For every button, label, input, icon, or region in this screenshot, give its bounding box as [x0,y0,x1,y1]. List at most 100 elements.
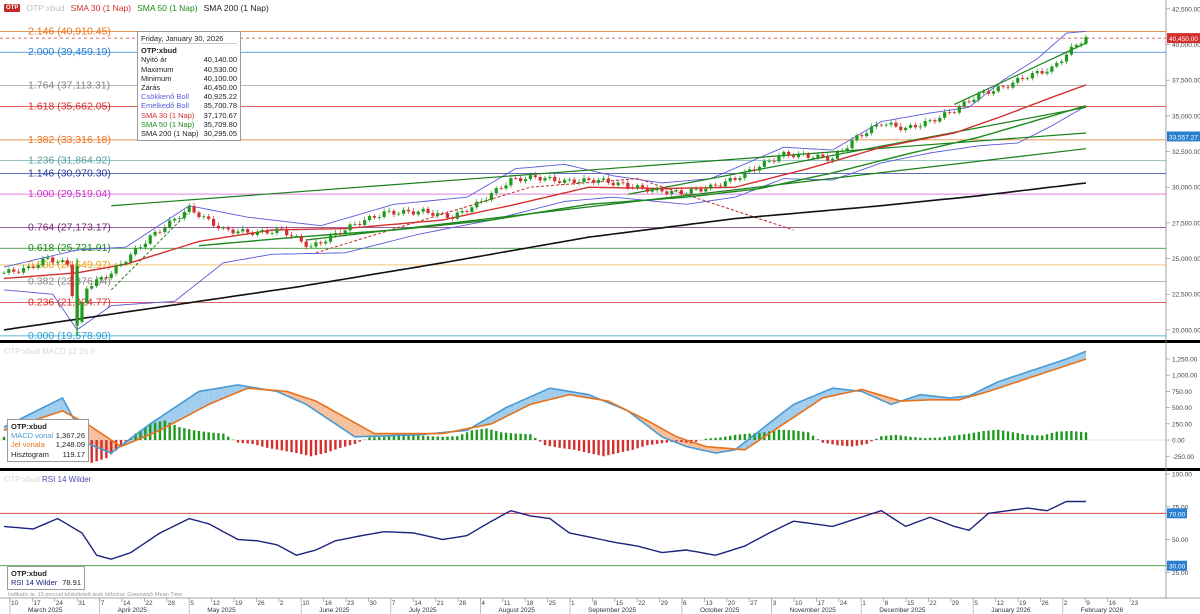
y-tick-label: 1,250.00 [1172,356,1198,363]
candle-body [821,154,825,157]
legend-sma50[interactable]: SMA 50 (1 Nap) [137,3,198,13]
histogram-bar [855,440,859,446]
candle-body [597,179,601,183]
x-day-label: 12 [997,600,1005,607]
histogram-bar [548,440,552,447]
candle-body [845,148,849,151]
candle-body [187,206,191,212]
candle-body [367,216,372,221]
histogram-bar [514,433,517,441]
histogram-bar [348,440,352,446]
histogram-bar [319,440,323,455]
candle-body [260,230,264,232]
candle-body [884,124,888,126]
candle-body [333,233,338,236]
histogram-bar [909,436,912,441]
candle-body [382,211,386,218]
candle-body [348,224,352,231]
candle-body [894,122,898,127]
histogram-bar [704,438,708,441]
histogram-bar [962,434,966,441]
candle-body [207,216,211,219]
histogram-bar [524,434,527,441]
tooltip-row-label: Emelkedő Boll [141,101,189,111]
candle-body [236,231,240,234]
macd-fill [506,405,511,417]
candle-body [645,187,649,192]
x-month-label: December 2025 [879,607,926,614]
x-day-label: 22 [145,600,153,607]
candle-body [177,218,182,220]
x-month-label: March 2025 [28,607,63,614]
tooltip-row-value: 40,925.22 [203,92,237,102]
rsi-info-box: OTP:xbud RSI 14 Wilder 78.91 [7,566,85,591]
fib-level-label: 0.500 (24,549.97) [28,259,111,271]
histogram-bar [480,429,483,441]
candle-body [869,126,874,134]
candle-body [1011,82,1015,88]
rsi-line [3,500,1086,560]
x-day-label: 12 [213,600,221,607]
candle-body [460,210,464,213]
candle-body [1064,54,1069,62]
histogram-bar [436,436,439,441]
candle-body [17,271,21,273]
candle-body [450,217,454,219]
macd-fill [798,400,804,415]
macd-fill [218,387,224,401]
candle-body [977,92,981,100]
candle-body [874,124,879,127]
tooltip-row-label: Minimum [141,73,172,83]
macd-fill [159,414,165,431]
fib-level-label: 1.146 (30,970.30) [28,167,111,179]
histogram-bar [114,440,118,451]
fib-level-label: 0.000 (19,578.90) [28,330,111,342]
histogram-bar [1075,431,1078,441]
legend-sma200[interactable]: SMA 200 (1 Nap) [203,3,269,13]
x-day-label: 21 [437,600,445,607]
histogram-bar [884,435,888,441]
tooltip-row-value: 40,140.00 [203,55,237,65]
histogram-bar [694,440,698,442]
macd-fill [203,389,209,407]
x-day-label: 30 [369,600,377,607]
candle-body [445,213,450,218]
candle-body [616,182,620,186]
histogram-bar [446,436,449,441]
macd-fill [213,388,219,403]
candle-body [494,188,498,194]
x-day-label: 23 [347,600,355,607]
tooltip-row-value: 37,170.67 [203,110,237,120]
histogram-bar [1050,432,1054,441]
histogram-bar [646,440,649,446]
y-tick-label: 22,500.00 [1172,292,1200,299]
sma-value-label: 33,557.27 [1169,134,1198,141]
legend-sma30[interactable]: SMA 30 (1 Nap) [70,3,132,13]
macd-line-label: MACD vonal [11,431,54,441]
histogram-bar [265,440,269,448]
x-day-label: 31 [78,600,86,607]
rsi-watermark: OTP:xbud [4,475,40,484]
candle-body [241,229,245,232]
histogram-bar [451,436,454,441]
candle-body [1084,37,1088,44]
tooltip-row-label: Csökkenő Boll [141,92,189,102]
candle-body [421,208,425,212]
histogram-bar [207,432,210,441]
histogram-bar [787,430,790,441]
candle-body [1050,66,1054,72]
candle-body [826,156,830,161]
candle-body [1060,61,1064,64]
fib-level-label: 1.764 (37,113.31) [28,80,110,92]
candle-body [606,178,610,183]
tooltip-row-value: 40,100.00 [203,73,237,83]
histogram-bar [845,440,849,447]
tooltip-row-value: 40,450.00 [203,83,237,93]
tooltip-row-label: Zárás [141,83,161,93]
candle-body [182,211,186,219]
candle-body [787,151,791,156]
candle-body [470,207,474,212]
candle-body [952,112,957,114]
x-day-label: 22 [638,600,646,607]
